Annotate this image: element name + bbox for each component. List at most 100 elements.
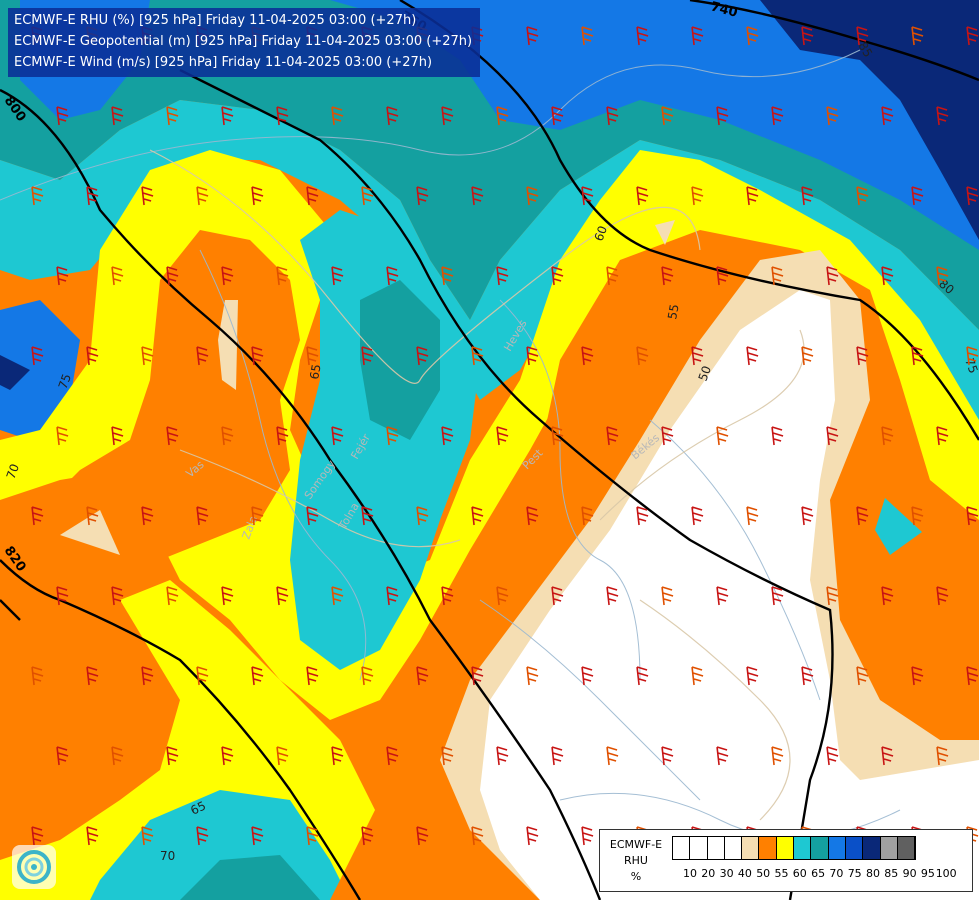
legend-tick: 55 <box>774 867 789 880</box>
wind-barb <box>606 426 619 446</box>
legend-swatch <box>828 837 846 859</box>
wind-barb <box>251 506 264 526</box>
contour-sw <box>0 599 21 621</box>
legend-tick: 95 <box>920 867 935 880</box>
legend-swatch <box>776 837 795 859</box>
wind-barb <box>111 106 124 126</box>
legend-tick: 75 <box>847 867 862 880</box>
wind-barb <box>936 586 949 606</box>
wind-barb <box>826 746 839 766</box>
wind-barb <box>801 506 814 526</box>
rhu-label: 75 <box>56 372 74 391</box>
wind-barb <box>636 186 649 206</box>
rhu-fill-tan-west2 <box>60 510 120 555</box>
wind-barb <box>386 586 399 606</box>
wind-barb <box>331 746 344 766</box>
wind-barb <box>966 26 979 46</box>
rhu-label: 50 <box>696 364 714 383</box>
wind-barb <box>691 666 704 686</box>
wind-barb <box>581 26 594 46</box>
wind-barb <box>276 746 289 766</box>
wind-barb <box>966 666 979 686</box>
rhu-contour-labels: 85 80 75 75 70 65 70 65 60 55 50 <box>4 40 979 864</box>
legend-swatch <box>845 837 864 859</box>
wind-barb <box>221 746 234 766</box>
wind-barb <box>386 266 399 286</box>
wind-barb <box>661 746 674 766</box>
wind-barb <box>551 586 564 606</box>
legend-variable: RHU <box>624 854 648 867</box>
wind-barb <box>111 746 124 766</box>
borders-rivers <box>0 49 901 839</box>
legend-swatches <box>672 836 917 860</box>
wind-barb <box>331 426 344 446</box>
wind-barb <box>221 426 234 446</box>
county-borders <box>149 149 805 821</box>
wind-barb <box>661 586 674 606</box>
wind-barb <box>306 506 319 526</box>
wind-barb <box>141 506 154 526</box>
wind-barb <box>691 26 704 46</box>
wind-barb <box>716 426 729 446</box>
wind-barb <box>856 186 869 206</box>
wind-barb <box>56 106 69 126</box>
wind-barb <box>526 826 539 846</box>
wind-barb <box>111 586 124 606</box>
wind-barb <box>526 506 539 526</box>
wind-barb <box>606 106 619 126</box>
rhu-label: 65 <box>188 799 208 818</box>
wind-barb <box>86 506 99 526</box>
wind-barb <box>86 186 99 206</box>
wind-barb <box>856 346 869 366</box>
swirl-logo-icon <box>17 850 51 884</box>
wind-barb <box>221 106 234 126</box>
wind-barb <box>581 666 594 686</box>
wind-barb <box>331 266 344 286</box>
wind-barb <box>771 586 784 606</box>
wind-barb <box>826 106 839 126</box>
rhu-fill-tan-west1 <box>218 300 238 390</box>
wind-barb <box>911 26 924 46</box>
wind-barb <box>361 506 374 526</box>
legend-tick: 70 <box>829 867 844 880</box>
wind-barb <box>111 426 124 446</box>
rhu-label: 65 <box>307 363 323 380</box>
wind-barb <box>801 26 814 46</box>
wind-barb <box>306 666 319 686</box>
legend-tick: 80 <box>866 867 880 880</box>
wind-barb <box>141 186 154 206</box>
wind-barb <box>746 26 759 46</box>
legend-tick: 30 <box>719 867 734 880</box>
rhu-fill-blue-north <box>330 0 979 250</box>
wind-barb <box>881 426 894 446</box>
legend-swatch <box>811 837 829 859</box>
rhu-fill-white-core <box>480 290 979 900</box>
wind-barb <box>31 346 44 366</box>
wind-barb <box>661 266 674 286</box>
wind-barb <box>936 426 949 446</box>
wind-barb <box>526 346 539 366</box>
wind-barb <box>416 186 429 206</box>
legend-swatch <box>759 837 777 859</box>
wind-barb <box>551 746 564 766</box>
wind-barb <box>551 106 564 126</box>
contour-800 <box>0 88 602 900</box>
contour-760 <box>399 0 979 441</box>
wind-barb <box>251 826 264 846</box>
wind-barb <box>221 586 234 606</box>
wind-barb <box>416 666 429 686</box>
wind-barb <box>881 266 894 286</box>
wind-barb <box>86 346 99 366</box>
wind-barb <box>141 826 154 846</box>
wind-barb <box>716 586 729 606</box>
wind-barb <box>306 186 319 206</box>
rhu-fill-navy-west <box>0 355 30 390</box>
wind-barb <box>911 666 924 686</box>
legend-tick: 85 <box>884 867 899 880</box>
legend-tick: 65 <box>811 867 826 880</box>
wind-barb <box>166 746 179 766</box>
wind-barb <box>196 666 209 686</box>
wind-barb <box>581 346 594 366</box>
wind-barb <box>746 346 759 366</box>
wind-barb <box>936 266 949 286</box>
